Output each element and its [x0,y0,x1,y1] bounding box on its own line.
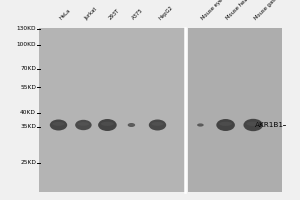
Ellipse shape [198,124,203,125]
Text: AKR1B1: AKR1B1 [255,122,284,128]
Ellipse shape [129,124,134,125]
Bar [39,28,186,192]
Ellipse shape [101,122,114,126]
Text: Jurkat: Jurkat [83,7,98,21]
Text: Mouse heart: Mouse heart [226,0,252,21]
Ellipse shape [75,120,92,130]
Text: Mouse eye: Mouse eye [200,0,224,21]
Ellipse shape [216,119,235,131]
Ellipse shape [246,122,260,126]
Ellipse shape [128,123,135,127]
Ellipse shape [152,122,164,126]
Text: A375: A375 [131,8,145,21]
Text: 25KD: 25KD [20,160,36,166]
Text: 55KD: 55KD [20,85,36,90]
Text: Mouse gastrocnemius: Mouse gastrocnemius [253,0,298,21]
Ellipse shape [52,122,64,126]
Text: HeLa: HeLa [58,8,71,21]
Ellipse shape [50,119,67,130]
Ellipse shape [98,119,117,131]
Text: 35KD: 35KD [20,124,36,130]
Text: HepG2: HepG2 [158,5,174,21]
Ellipse shape [149,119,166,130]
Ellipse shape [78,122,89,126]
Ellipse shape [197,123,204,127]
Ellipse shape [219,122,232,126]
Text: 100KD: 100KD [16,43,36,47]
Text: 40KD: 40KD [20,110,36,116]
Bar [188,28,282,192]
Ellipse shape [244,119,263,131]
Text: 293T: 293T [107,8,120,21]
Text: 70KD: 70KD [20,66,36,72]
Text: 130KD: 130KD [16,26,36,31]
